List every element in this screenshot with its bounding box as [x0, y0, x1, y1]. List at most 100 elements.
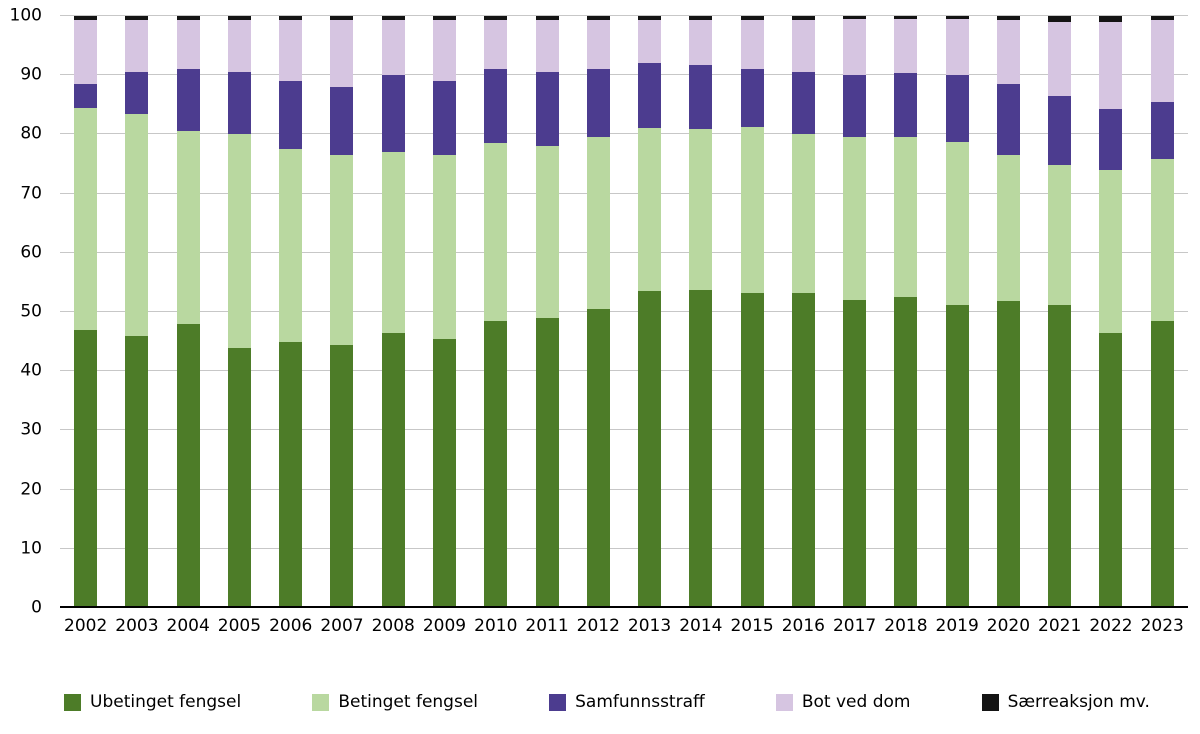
bar-segment — [381, 20, 405, 76]
bar-segment — [1048, 16, 1072, 22]
bar-slot — [521, 16, 572, 608]
bars-container — [60, 16, 1188, 608]
bar-slot — [829, 16, 880, 608]
gridline — [60, 251, 1188, 253]
bar-segment — [1048, 21, 1072, 96]
stacked-bar — [1150, 16, 1174, 608]
bar-segment — [791, 293, 815, 608]
bar-slot — [624, 16, 675, 608]
bar-slot — [214, 16, 265, 608]
bar-segment — [791, 134, 815, 294]
bar-segment — [894, 16, 918, 19]
bar-segment — [125, 72, 149, 114]
bar-segment — [330, 16, 354, 21]
bar-segment — [125, 335, 149, 608]
bar-segment — [1150, 101, 1174, 160]
bar-segment — [689, 64, 713, 129]
bar-segment — [843, 16, 867, 19]
x-tick-label: 2013 — [627, 616, 672, 636]
legend-label: Samfunnsstraff — [575, 692, 705, 712]
bar-segment — [381, 332, 405, 608]
bar-segment — [432, 81, 456, 156]
x-tick-label: 2004 — [166, 616, 210, 636]
bar-slot — [983, 16, 1034, 608]
bar-slot — [163, 16, 214, 608]
stacked-bar — [1048, 16, 1072, 608]
bar-segment — [638, 63, 662, 129]
legend-swatch — [981, 693, 999, 711]
bar-segment — [843, 75, 867, 138]
x-tick-label: 2010 — [474, 616, 518, 636]
gridline — [60, 133, 1188, 135]
bar-segment — [689, 289, 713, 608]
y-tick-label: 50 — [20, 301, 42, 322]
bar-segment — [1150, 20, 1174, 102]
stacked-bar — [1099, 16, 1123, 608]
legend-label: Betinget fengsel — [338, 692, 479, 712]
bar-segment — [125, 113, 149, 336]
x-tick-label: 2021 — [1038, 616, 1082, 636]
bar-segment — [791, 16, 815, 21]
bar-slot — [368, 16, 419, 608]
bar-slot — [60, 16, 111, 608]
bar-slot — [880, 16, 931, 608]
stacked-bar — [432, 16, 456, 608]
stacked-bar — [535, 16, 559, 608]
bar-segment — [176, 20, 200, 70]
bar-segment — [279, 81, 303, 150]
bar-segment — [227, 16, 251, 21]
bar-slot — [726, 16, 777, 608]
bar-segment — [227, 72, 251, 135]
bar-segment — [176, 323, 200, 608]
legend-item: Samfunnsstraff — [549, 692, 705, 712]
bar-segment — [1150, 159, 1174, 321]
bar-slot — [470, 16, 521, 608]
bar-segment — [330, 87, 354, 156]
bar-segment — [176, 131, 200, 324]
bar-segment — [279, 149, 303, 342]
bar-segment — [894, 73, 918, 138]
bar-segment — [586, 16, 610, 21]
y-tick-label: 40 — [20, 360, 42, 381]
bar-segment — [279, 341, 303, 608]
bar-segment — [74, 84, 98, 108]
stacked-bar — [125, 16, 149, 608]
y-tick-label: 60 — [20, 242, 42, 263]
bar-segment — [330, 20, 354, 88]
bar-segment — [535, 317, 559, 608]
bar-segment — [176, 16, 200, 21]
bar-segment — [535, 146, 559, 318]
bar-slot — [1085, 16, 1136, 608]
bar-segment — [689, 20, 713, 65]
bar-segment — [432, 20, 456, 82]
stacked-bar — [894, 16, 918, 608]
stacked-bar — [689, 16, 713, 608]
legend-label: Særreaksjon mv. — [1007, 692, 1150, 712]
bar-segment — [689, 128, 713, 290]
stacked-bar — [484, 16, 508, 608]
bar-segment — [740, 293, 764, 608]
bar-segment — [535, 20, 559, 73]
bar-segment — [843, 18, 867, 76]
bar-slot — [932, 16, 983, 608]
x-tick-label: 2015 — [730, 616, 774, 636]
bar-segment — [330, 155, 354, 345]
y-axis-labels: 0 10 20 30 40 50 60 70 80 90 100 — [0, 7, 50, 616]
gridline — [60, 429, 1188, 431]
y-tick-label: 100 — [9, 5, 42, 26]
y-tick-label: 70 — [20, 183, 42, 204]
bar-segment — [227, 134, 251, 348]
bar-slot — [265, 16, 316, 608]
bar-segment — [432, 16, 456, 21]
legend-item: Bot ved dom — [775, 692, 910, 712]
bar-segment — [945, 18, 969, 76]
bar-segment — [894, 297, 918, 608]
y-tick-label: 30 — [20, 419, 42, 440]
bar-segment — [1099, 108, 1123, 170]
stacked-bar — [176, 16, 200, 608]
legend-label: Ubetinget fengsel — [90, 692, 242, 712]
bar-segment — [638, 291, 662, 608]
bar-segment — [227, 347, 251, 608]
gridline — [60, 311, 1188, 312]
gridline — [60, 192, 1188, 194]
